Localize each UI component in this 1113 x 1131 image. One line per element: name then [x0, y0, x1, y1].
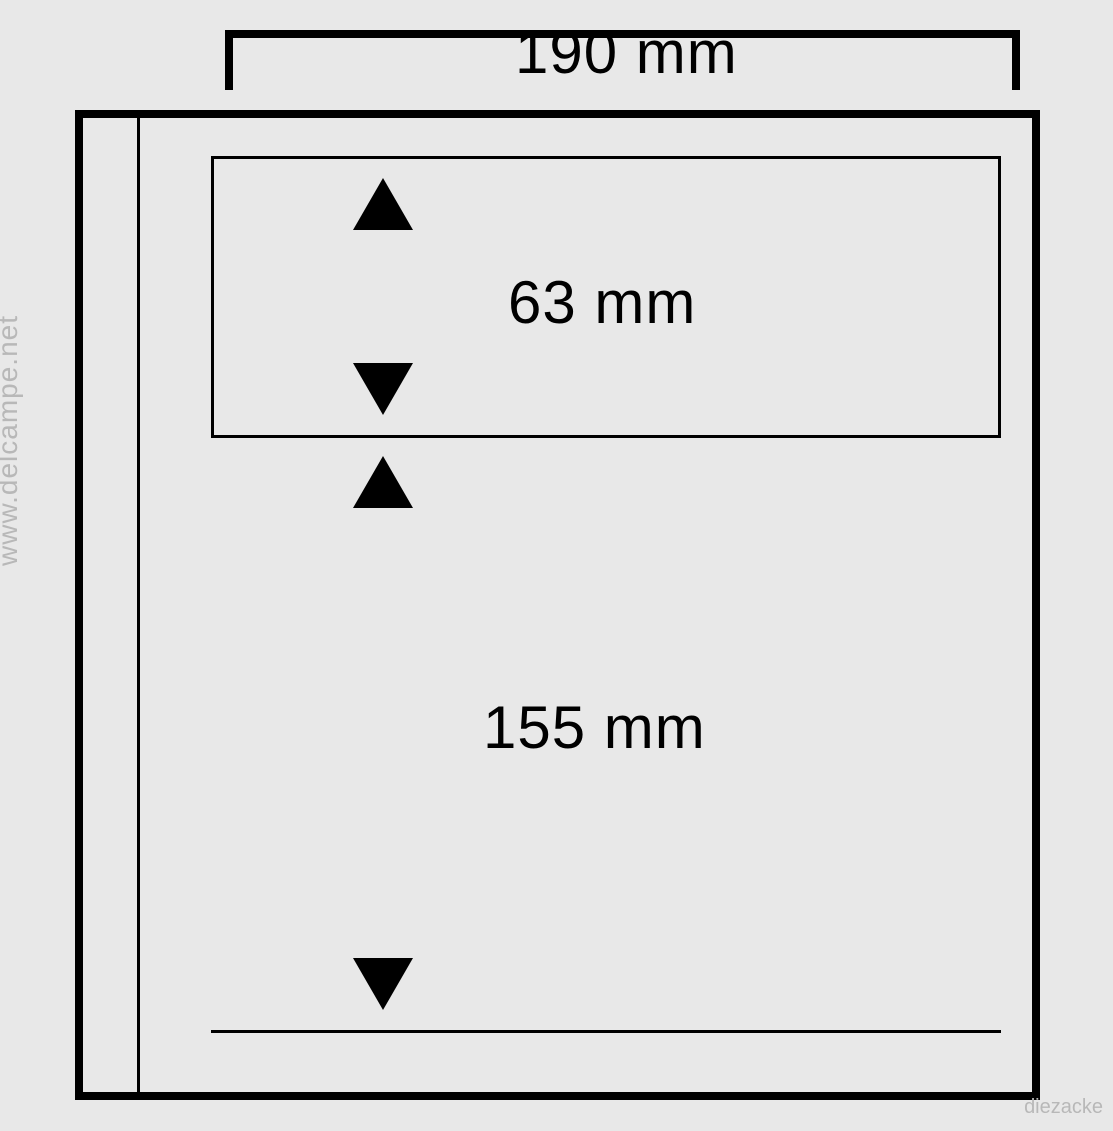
arrow-down-icon	[353, 958, 413, 1010]
upper-pocket-dimension-label: 63 mm	[508, 268, 696, 337]
width-dimension-label: 190 mm	[515, 18, 738, 87]
arrow-up-icon	[353, 456, 413, 508]
watermark-right: diezacke	[1024, 1096, 1103, 1119]
watermark-left: www.delcampe.net	[0, 314, 24, 565]
pocket-lower-bottom-line	[211, 1030, 1001, 1033]
diagram-container: 190 mm 63 mm 155 mm www.delcampe.net die…	[0, 0, 1113, 1131]
binding-margin-line	[137, 118, 140, 1092]
lower-pocket-dimension-label: 155 mm	[483, 693, 706, 762]
arrow-down-icon	[353, 363, 413, 415]
bracket-right-tick	[1012, 30, 1020, 90]
bracket-left-tick	[225, 30, 233, 90]
page-outer-frame: 63 mm 155 mm	[75, 110, 1040, 1100]
arrow-up-icon	[353, 178, 413, 230]
